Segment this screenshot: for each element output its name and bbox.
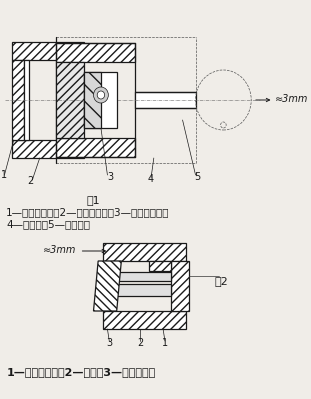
Bar: [84, 72, 101, 128]
Bar: [149, 261, 170, 271]
Text: 2: 2: [137, 338, 143, 348]
Bar: [103, 243, 186, 261]
Bar: [56, 62, 84, 138]
Text: 5: 5: [194, 172, 201, 182]
Bar: [84, 72, 117, 128]
Bar: [12, 42, 84, 60]
Bar: [56, 138, 135, 157]
Text: 3: 3: [107, 172, 113, 182]
Text: 图2: 图2: [214, 276, 228, 286]
Bar: [56, 43, 135, 62]
Bar: [107, 284, 170, 296]
Bar: [135, 92, 196, 108]
Text: 1—滚筒传动轴；2—内外花键套；3—内六角耶钉；: 1—滚筒传动轴；2—内外花键套；3—内六角耶钉；: [6, 207, 170, 217]
Bar: [107, 272, 170, 281]
Text: 4—作紧台；5—电机主轴: 4—作紧台；5—电机主轴: [6, 219, 90, 229]
Text: 图1: 图1: [87, 195, 100, 205]
Text: 1—固定刹车环；2—弹簧；3—电机后端盖: 1—固定刹车环；2—弹簧；3—电机后端盖: [6, 367, 156, 377]
Text: 1: 1: [162, 338, 168, 348]
Bar: [12, 60, 24, 140]
Circle shape: [94, 87, 108, 103]
Bar: [24, 60, 29, 140]
Polygon shape: [94, 261, 121, 311]
Bar: [103, 311, 186, 329]
Text: 1: 1: [0, 170, 7, 180]
Text: ≈3mm: ≈3mm: [44, 245, 77, 255]
Text: 3: 3: [106, 338, 112, 348]
Bar: [170, 261, 189, 311]
Text: 2: 2: [27, 176, 34, 186]
Circle shape: [97, 91, 104, 99]
Text: 4: 4: [148, 174, 154, 184]
Bar: [12, 140, 84, 158]
Text: ≈3mm: ≈3mm: [275, 94, 309, 104]
